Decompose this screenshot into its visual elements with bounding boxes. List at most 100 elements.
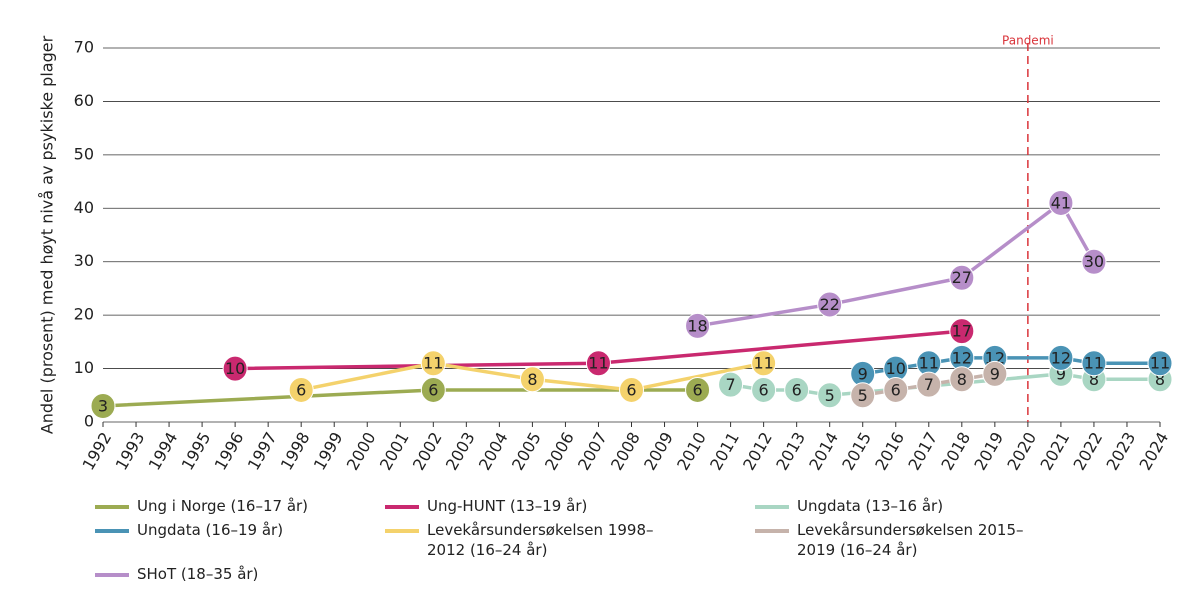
x-tick-label: 2002 <box>409 429 446 474</box>
point-marker <box>1048 189 1074 216</box>
data-label: 22 <box>820 295 840 314</box>
data-label: 6 <box>296 380 306 399</box>
point-marker <box>222 355 248 382</box>
x-tick-label: 2000 <box>343 429 380 474</box>
data-label: 6 <box>792 380 802 399</box>
data-label: 8 <box>527 370 537 389</box>
x-tick-label: 2020 <box>1003 429 1040 474</box>
legend-label: Levekårsundersøkelsen 2015–2019 (16–24 å… <box>797 521 1024 559</box>
point-marker <box>1081 248 1107 275</box>
point-marker <box>685 312 711 339</box>
x-tick-label: 2013 <box>772 429 809 474</box>
x-tick-label: 1998 <box>277 429 314 474</box>
data-label: 11 <box>423 354 443 373</box>
data-label: 6 <box>759 380 769 399</box>
legend-swatch <box>95 573 129 577</box>
data-label: 18 <box>687 316 707 335</box>
data-label: 8 <box>957 370 967 389</box>
legend-swatch <box>385 529 419 533</box>
data-label: 9 <box>990 364 1000 383</box>
data-label: 11 <box>588 354 608 373</box>
x-tick-label: 2011 <box>706 429 743 474</box>
point-marker <box>817 382 843 409</box>
data-label: 6 <box>692 380 702 399</box>
legend-item: SHoT (18–35 år) <box>95 564 385 584</box>
point-marker <box>817 291 843 318</box>
data-label: 8 <box>1089 370 1099 389</box>
point-marker <box>751 350 777 377</box>
series-line <box>697 200 1096 328</box>
x-tick-label: 2003 <box>442 429 479 474</box>
point-marker <box>1147 350 1173 377</box>
data-label: 5 <box>825 386 835 405</box>
point-marker <box>90 392 116 419</box>
data-label: 11 <box>919 354 939 373</box>
x-tick-label: 2008 <box>607 429 644 474</box>
point-marker <box>751 376 777 403</box>
data-label: 6 <box>428 380 438 399</box>
legend-item: Levekårsundersøkelsen 2015–2019 (16–24 å… <box>755 520 1085 560</box>
data-label: 10 <box>886 359 906 378</box>
point-marker <box>784 376 810 403</box>
point-marker <box>1081 350 1107 377</box>
y-tick-label: 0 <box>84 412 94 431</box>
legend-item: Ungdata (13–16 år) <box>755 496 1085 516</box>
legend-swatch <box>95 529 129 533</box>
pandemic-label: Pandemi <box>1002 34 1054 48</box>
point-marker <box>585 350 611 377</box>
legend-item: Ung-HUNT (13–19 år) <box>385 496 755 516</box>
data-label: 17 <box>952 322 972 341</box>
y-tick-label: 60 <box>74 91 94 110</box>
x-tick-label: 2023 <box>1103 429 1140 474</box>
legend-label: Levekårsundersøkelsen 1998–2012 (16–24 å… <box>427 521 654 559</box>
data-label: 41 <box>1051 193 1071 212</box>
x-tick-label: 2001 <box>376 429 413 474</box>
data-label: 12 <box>952 348 972 367</box>
point-marker <box>883 376 909 403</box>
point-marker <box>718 371 744 398</box>
x-tick-label: 1994 <box>145 429 182 474</box>
legend: Ung i Norge (16–17 år) Ung-HUNT (13–19 år… <box>95 496 1085 584</box>
x-tick-label: 2010 <box>673 429 710 474</box>
point-marker <box>685 376 711 403</box>
y-tick-label: 40 <box>74 198 94 217</box>
x-tick-label: 1997 <box>244 429 281 474</box>
point-marker <box>519 366 545 393</box>
chart: Andel (prosent) med høyt nivå av psykisk… <box>38 34 1173 474</box>
data-label: 9 <box>858 364 868 383</box>
x-tick-label: 2005 <box>508 429 545 474</box>
legend-label: SHoT (18–35 år) <box>137 565 259 583</box>
data-label: 11 <box>753 354 773 373</box>
data-label: 7 <box>924 375 934 394</box>
x-tick-label: 2007 <box>574 429 611 474</box>
x-tick-label: 2004 <box>475 429 512 474</box>
point-marker <box>949 264 975 291</box>
x-tick-label: 1993 <box>112 429 149 474</box>
y-tick-label: 30 <box>74 251 94 270</box>
legend-label: Ungdata (13–16 år) <box>797 497 944 515</box>
point-marker <box>850 382 876 409</box>
x-tick-label: 2022 <box>1069 429 1106 474</box>
point-marker <box>916 371 942 398</box>
data-label: 9 <box>1056 364 1066 383</box>
data-label: 3 <box>98 396 108 415</box>
data-label: 5 <box>858 386 868 405</box>
data-label: 30 <box>1084 252 1104 271</box>
x-tick-label: 2009 <box>640 429 677 474</box>
data-label: 8 <box>1155 370 1165 389</box>
point-marker <box>982 360 1008 387</box>
legend-label: Ungdata (16–19 år) <box>137 521 284 539</box>
x-tick-label: 1999 <box>310 429 347 474</box>
legend-item: Ung i Norge (16–17 år) <box>95 496 385 516</box>
x-tick-label: 2018 <box>937 429 974 474</box>
x-tick-label: 1992 <box>79 429 116 474</box>
x-tick-label: 2024 <box>1136 429 1173 474</box>
x-tick-label: 2006 <box>541 429 578 474</box>
x-tick-label: 2017 <box>904 429 941 474</box>
data-label: 27 <box>952 268 972 287</box>
data-label: 12 <box>1051 348 1071 367</box>
point-marker <box>420 350 446 377</box>
legend-swatch <box>755 505 789 509</box>
x-tick-label: 1995 <box>178 429 215 474</box>
data-label: 6 <box>891 380 901 399</box>
